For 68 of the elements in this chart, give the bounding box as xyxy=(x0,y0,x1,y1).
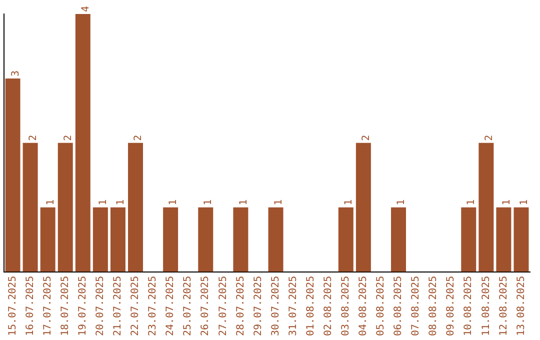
x-tick-label: 01.08.2025 xyxy=(305,276,316,336)
bar xyxy=(198,207,214,272)
x-tick-label: 06.08.2025 xyxy=(393,276,404,336)
bar xyxy=(128,142,143,272)
x-tick-label: 02.08.2025 xyxy=(322,276,334,336)
data-label: 4 xyxy=(80,6,92,12)
bar xyxy=(58,142,73,272)
x-tick-label: 24.07.2025 xyxy=(165,276,176,336)
x-tick-label: 09.08.2025 xyxy=(446,276,457,336)
data-label: 1 xyxy=(203,199,214,206)
bar xyxy=(461,207,476,272)
x-tick-label: 08.08.2025 xyxy=(428,276,440,336)
data-label: 1 xyxy=(45,199,56,206)
bar xyxy=(478,142,494,272)
data-label: 1 xyxy=(466,199,478,206)
bar xyxy=(92,207,108,272)
bar xyxy=(5,78,20,272)
x-tick-label: 05.08.2025 xyxy=(376,276,387,336)
x-tick-label: 12.08.2025 xyxy=(498,276,510,336)
x-tick-label: 29.07.2025 xyxy=(252,276,264,336)
x-tick-label: 25.07.2025 xyxy=(182,276,194,336)
bar xyxy=(40,207,56,272)
x-tick-label: 10.08.2025 xyxy=(463,276,474,336)
data-label: 1 xyxy=(501,199,512,206)
data-label: 1 xyxy=(238,199,250,206)
x-tick-label: 15.07.2025 xyxy=(7,276,18,336)
bar xyxy=(391,207,406,272)
data-label: 1 xyxy=(396,199,408,206)
data-label: 1 xyxy=(98,199,110,206)
data-label: 1 xyxy=(518,199,530,206)
x-tick-label: 26.07.2025 xyxy=(200,276,212,336)
data-label: 1 xyxy=(116,199,127,206)
bar xyxy=(356,142,371,272)
x-tick-label: 27.07.2025 xyxy=(218,276,229,336)
x-tick-label: 23.07.2025 xyxy=(148,276,159,336)
x-tick-label: 17.07.2025 xyxy=(42,276,54,336)
bar xyxy=(233,207,248,272)
bar xyxy=(496,207,512,272)
x-tick-label: 19.07.2025 xyxy=(77,276,88,336)
x-tick-label: 11.08.2025 xyxy=(480,276,492,336)
x-tick-label: 21.07.2025 xyxy=(112,276,124,336)
bar xyxy=(110,207,126,272)
data-label: 2 xyxy=(28,134,39,141)
data-label: 1 xyxy=(168,199,180,206)
x-tick-label: 03.08.2025 xyxy=(340,276,352,336)
data-label: 2 xyxy=(361,134,372,141)
x-tick-label: 16.07.2025 xyxy=(24,276,36,336)
x-tick-label: 31.07.2025 xyxy=(288,276,299,336)
x-tick-label: 07.08.2025 xyxy=(410,276,422,336)
bar xyxy=(338,207,354,272)
data-label: 1 xyxy=(343,199,354,206)
data-label: 2 xyxy=(133,134,144,141)
bar xyxy=(22,142,38,272)
x-tick-label: 30.07.2025 xyxy=(270,276,282,336)
x-tick-label: 04.08.2025 xyxy=(358,276,370,336)
x-tick-label: 13.08.2025 xyxy=(516,276,527,336)
data-label: 3 xyxy=(10,70,22,76)
data-label: 2 xyxy=(62,134,74,141)
bar xyxy=(514,207,529,272)
data-label: 1 xyxy=(273,199,284,206)
bar xyxy=(268,207,284,272)
x-tick-label: 28.07.2025 xyxy=(235,276,246,336)
bar xyxy=(75,14,90,272)
x-tick-label: 22.07.2025 xyxy=(130,276,142,336)
x-tick-label: 20.07.2025 xyxy=(95,276,106,336)
x-tick-label: 18.07.2025 xyxy=(60,276,71,336)
data-label: 2 xyxy=(484,134,495,141)
bar xyxy=(163,207,178,272)
